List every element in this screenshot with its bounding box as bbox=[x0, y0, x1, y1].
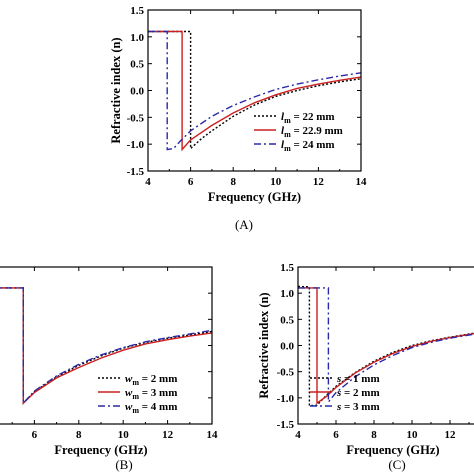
y-tick-label: 0.0 bbox=[280, 341, 294, 353]
series-line-2 bbox=[148, 30, 361, 152]
series-line-3 bbox=[0, 287, 212, 405]
x-tick-label: 10 bbox=[118, 429, 130, 441]
series-line-3 bbox=[298, 287, 474, 404]
y-tick-label: 1.0 bbox=[280, 288, 294, 300]
y-tick-label: 1.0 bbox=[130, 32, 144, 44]
y-tick-label: 0.5 bbox=[130, 59, 144, 71]
plot-frame bbox=[0, 266, 213, 425]
y-tick-label: -1.5 bbox=[127, 166, 145, 178]
x-tick-label: 4 bbox=[295, 429, 301, 441]
x-tick-label: 8 bbox=[371, 429, 377, 441]
x-tick-label: 6 bbox=[32, 429, 38, 441]
legend-entry: s = 1 mm bbox=[336, 373, 380, 385]
y-tick-label: -1.5 bbox=[277, 419, 295, 431]
x-tick-label: 6 bbox=[188, 176, 194, 188]
x-axis-label: Frequency (GHz) bbox=[346, 443, 439, 457]
y-tick-label: 1.5 bbox=[130, 5, 144, 17]
x-tick-label: 12 bbox=[162, 429, 174, 441]
series-line-2 bbox=[298, 287, 474, 405]
x-tick-label: 14 bbox=[207, 429, 219, 441]
x-tick-label: 4 bbox=[145, 176, 151, 188]
y-tick-label: -0.5 bbox=[277, 367, 295, 379]
x-tick-label: 6 bbox=[333, 429, 339, 441]
y-tick-label: -1.0 bbox=[127, 139, 145, 151]
y-tick-label: -1.0 bbox=[277, 393, 295, 405]
series-line-1 bbox=[298, 285, 474, 407]
y-tick-label: 0.5 bbox=[280, 314, 294, 326]
plot-area bbox=[148, 30, 361, 152]
plot-area bbox=[298, 285, 474, 407]
series-line-2 bbox=[0, 287, 212, 405]
x-axis-label: Frequency (GHz) bbox=[208, 190, 301, 204]
panel-label: (C) bbox=[388, 457, 405, 472]
y-axis-label: Refractive index (n) bbox=[109, 37, 123, 143]
x-tick-label: 8 bbox=[230, 176, 236, 188]
x-tick-label: 12 bbox=[313, 176, 325, 188]
x-tick-label: 8 bbox=[76, 429, 82, 441]
y-tick-label: -0.5 bbox=[127, 112, 145, 124]
x-tick-label: 10 bbox=[270, 176, 282, 188]
chart-panel-a: 4 6 8 10 12 14 1.5 1.0 0.5 0.0 -0.5 -1.0 -1.5 Frequen… bbox=[109, 5, 367, 232]
x-tick-label: 12 bbox=[445, 429, 457, 441]
legend-entry: s = 3 mm bbox=[336, 401, 380, 413]
y-tick-label: 1.5 bbox=[280, 262, 294, 274]
panel-label: (B) bbox=[115, 457, 132, 472]
legend-entry: s = 2 mm bbox=[336, 387, 380, 399]
series-line-3 bbox=[148, 30, 361, 151]
legend-entry: lm = 22 mm bbox=[281, 111, 335, 125]
x-tick-label: 10 bbox=[407, 429, 419, 441]
x-axis-label: Frequency (GHz) bbox=[54, 443, 147, 457]
legend-entry: wm = 3 mm bbox=[125, 387, 177, 401]
legend-entry: wm = 2 mm bbox=[125, 373, 177, 387]
chart-panel-c: 4681012141.51.00.50.0-0.5-1.0-1.5Frequen… bbox=[257, 262, 474, 472]
panel-label: (A) bbox=[235, 217, 253, 232]
legend-entry: wm = 4 mm bbox=[125, 401, 177, 415]
legend-entry: lm = 22.9 mm bbox=[281, 125, 343, 139]
series-line-1 bbox=[0, 287, 212, 405]
plot-frame bbox=[297, 266, 474, 425]
series-line-1 bbox=[148, 30, 361, 151]
y-axis-label: Refractive index (n) bbox=[257, 292, 271, 398]
x-tick-label: 14 bbox=[356, 176, 368, 188]
legend-entry: lm = 24 mm bbox=[281, 139, 335, 153]
y-tick-label: 0.0 bbox=[130, 86, 144, 98]
plot-area bbox=[0, 287, 212, 405]
